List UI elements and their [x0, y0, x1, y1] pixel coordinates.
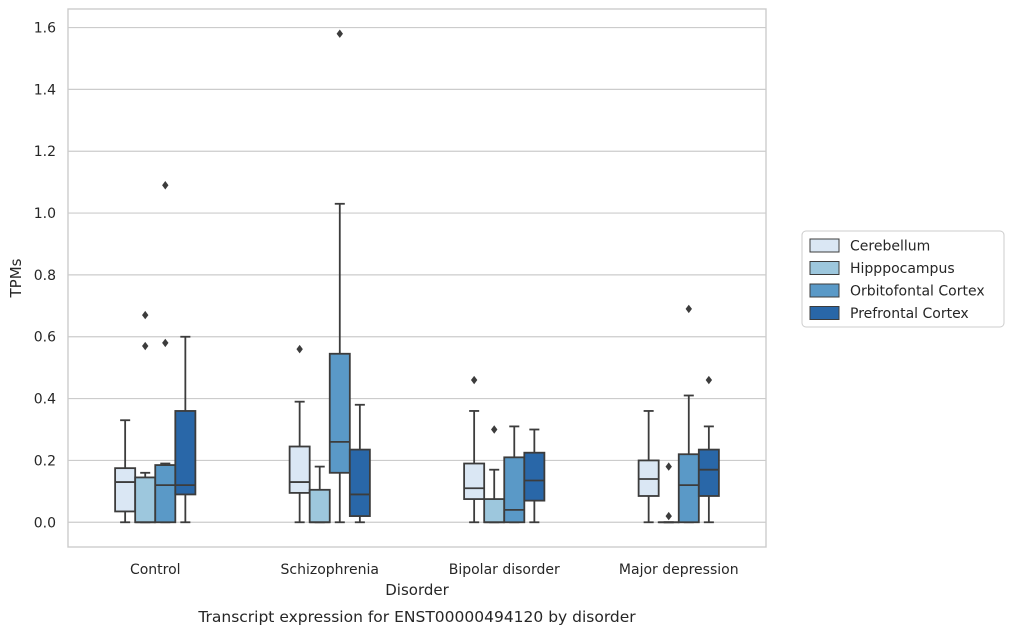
box-iqr — [463, 462, 486, 500]
box-iqr — [174, 410, 197, 496]
box-iqr — [483, 498, 506, 524]
outlier-point — [665, 462, 672, 471]
outlier-point — [142, 341, 149, 351]
outlier-point — [685, 304, 692, 314]
outlier-point — [705, 375, 713, 385]
box-iqr — [328, 352, 351, 474]
y-tick-label: 1.0 — [34, 206, 56, 222]
legend-swatch — [809, 306, 840, 320]
box-prefrontal-cortex-schizophrenia — [348, 403, 371, 524]
grid-lines — [68, 26, 766, 523]
box-iqr — [288, 445, 311, 494]
box-orbitofontal-cortex-schizophrenia — [328, 29, 351, 524]
boxes — [114, 29, 720, 524]
box-orbitofontal-cortex-control — [154, 181, 177, 524]
outlier-point — [162, 181, 169, 190]
y-axis-label: TPMs — [7, 258, 25, 298]
legend-label: Hipppocampus — [850, 261, 955, 277]
outlier-point — [491, 425, 498, 434]
box-orbitofontal-cortex-major-depression — [677, 304, 700, 524]
legend-swatch — [809, 283, 840, 298]
outlier-point — [665, 511, 672, 521]
legend-swatch — [809, 261, 840, 275]
box-iqr — [677, 453, 700, 524]
y-axis-ticks: 0.0 0.2 0.4 0.6 0.8 1.0 1.2 1.4 1.6 — [34, 21, 56, 532]
outlier-point — [142, 310, 149, 320]
legend-label: Cerebellum — [850, 239, 930, 255]
box-iqr — [114, 467, 137, 513]
box-iqr — [348, 448, 371, 517]
outlier-point — [296, 344, 303, 354]
outlier-point — [162, 338, 169, 348]
box-iqr — [503, 456, 526, 524]
box-cerebellum-control — [114, 419, 137, 524]
plot-frame — [67, 8, 767, 548]
y-tick-label: 0.4 — [34, 392, 56, 408]
box-cerebellum-major-depression — [637, 410, 660, 524]
outlier-point — [470, 375, 478, 385]
y-tick-label: 0.6 — [34, 330, 56, 346]
y-tick-label: 1.4 — [34, 82, 56, 98]
x-tick-label: Major depression — [619, 562, 739, 578]
legend-swatch — [809, 238, 840, 253]
box-prefrontal-cortex-control — [174, 335, 197, 524]
box-hipppocampus-major-depression — [657, 462, 680, 524]
box-prefrontal-cortex-major-depression — [697, 375, 720, 524]
box-iqr — [308, 488, 331, 524]
y-tick-label: 0.0 — [34, 515, 56, 531]
box-hipppocampus-schizophrenia — [308, 465, 331, 524]
box-iqr — [154, 464, 177, 524]
x-axis-ticks: Control Schizophrenia Bipolar disorder Majo… — [130, 562, 739, 578]
y-tick-label: 1.2 — [34, 144, 56, 160]
box-iqr — [134, 476, 157, 524]
box-hipppocampus-bipolar-disorder — [483, 425, 506, 524]
box-cerebellum-schizophrenia — [288, 344, 311, 524]
x-axis-label: Disorder — [385, 581, 449, 599]
box-cerebellum-bipolar-disorder — [463, 375, 486, 524]
box-prefrontal-cortex-bipolar-disorder — [523, 428, 546, 524]
x-tick-label: Schizophrenia — [281, 562, 379, 578]
box-iqr — [697, 448, 720, 497]
x-tick-label: Control — [130, 562, 181, 578]
box-hipppocampus-control — [134, 310, 157, 524]
box-iqr — [523, 451, 546, 502]
chart-caption: Transcript expression for ENST0000049412… — [197, 608, 636, 626]
y-tick-label: 0.8 — [34, 268, 56, 284]
legend: Cerebellum Hipppocampus Orbitofontal Corte… — [801, 230, 1005, 328]
x-tick-label: Bipolar disorder — [449, 562, 560, 578]
legend-label: Orbitofontal Cortex — [850, 284, 985, 300]
y-tick-label: 1.6 — [34, 21, 56, 37]
outlier-point — [336, 29, 343, 38]
legend-label: Prefrontal Cortex — [850, 306, 969, 322]
box-orbitofontal-cortex-bipolar-disorder — [503, 425, 526, 524]
y-tick-label: 0.2 — [34, 453, 56, 469]
legend-frame — [801, 230, 1005, 328]
